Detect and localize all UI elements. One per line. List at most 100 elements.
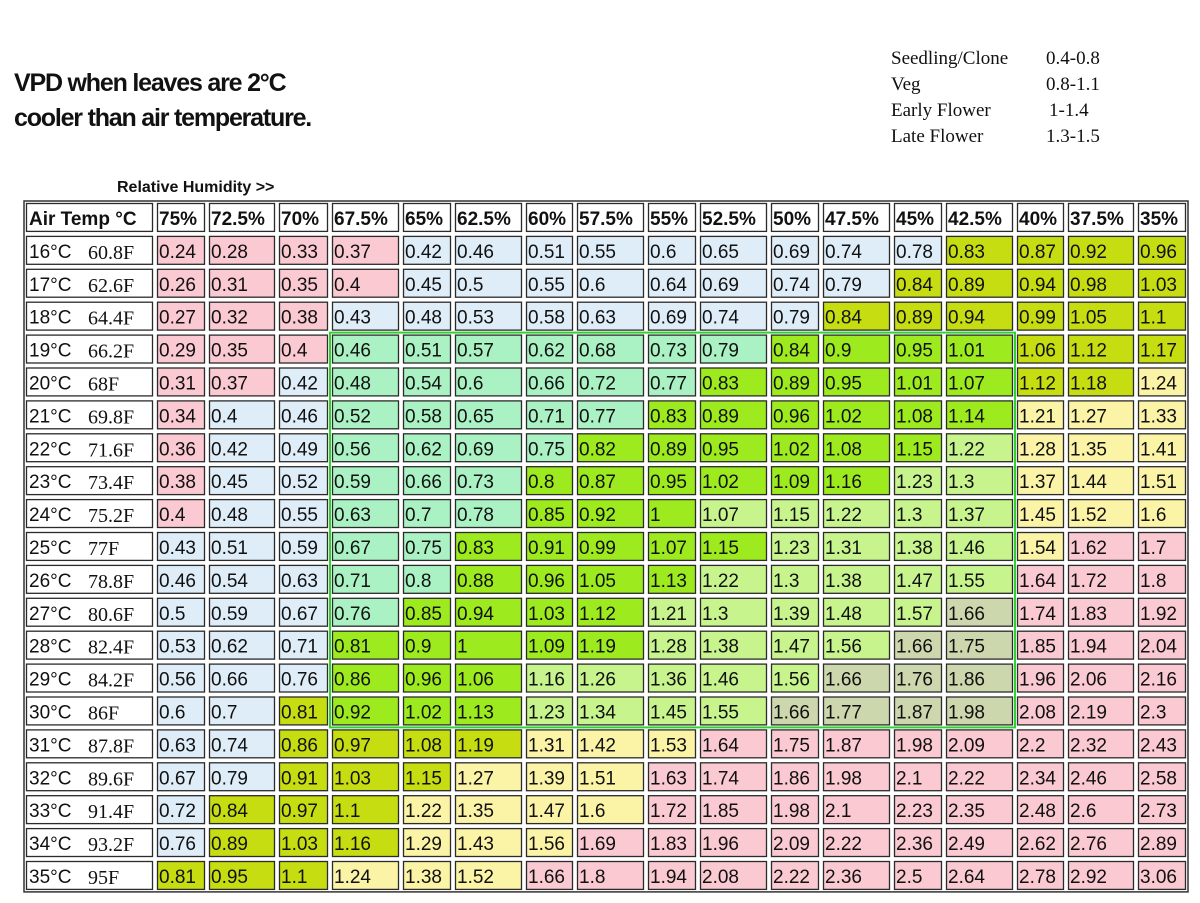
vpd-cell xyxy=(1067,334,1135,364)
vpd-cell xyxy=(278,531,329,562)
vpd-value: 1.66 xyxy=(896,637,933,658)
vpd-cell xyxy=(402,531,452,562)
vpd-value: 0.48 xyxy=(211,505,248,526)
vpd-cell xyxy=(278,663,329,693)
vpd-cell xyxy=(278,630,329,660)
vpd-value: 1.01 xyxy=(948,341,985,362)
vpd-cell xyxy=(525,564,574,594)
vpd-cell xyxy=(576,729,645,759)
vpd-cell xyxy=(822,762,891,792)
vpd-value: 0.51 xyxy=(211,538,248,559)
vpd-value: 0.31 xyxy=(211,275,248,296)
vpd-cell xyxy=(278,367,329,397)
vpd-value: 1.48 xyxy=(825,604,862,625)
vpd-value: 0.76 xyxy=(334,604,371,625)
vpd-value: 0.65 xyxy=(457,406,494,427)
vpd-cell xyxy=(647,827,697,858)
vpd-cell xyxy=(454,663,523,693)
humidity-column-header: 47.5% xyxy=(825,209,879,230)
vpd-cell xyxy=(1067,630,1135,660)
vpd-cell xyxy=(647,466,697,496)
vpd-value: 0.88 xyxy=(457,571,494,592)
vpd-cell xyxy=(1016,597,1065,627)
vpd-cell xyxy=(699,498,768,529)
vpd-value: 0.59 xyxy=(211,604,248,625)
vpd-value: 0.6 xyxy=(457,374,483,395)
vpd-cell xyxy=(402,433,452,463)
vpd-cell xyxy=(278,433,329,463)
temp-fahrenheit-label: 71.6F xyxy=(88,439,134,461)
vpd-cell xyxy=(822,367,891,397)
vpd-cell xyxy=(156,367,206,397)
vpd-value: 0.85 xyxy=(528,505,565,526)
vpd-cell xyxy=(576,334,645,364)
vpd-value: 1.63 xyxy=(650,768,687,789)
vpd-value: 2.3 xyxy=(1140,703,1166,724)
vpd-value: 1.12 xyxy=(579,604,616,625)
vpd-value: 0.55 xyxy=(281,505,318,526)
humidity-column-header: 60% xyxy=(528,209,566,230)
vpd-value: 0.95 xyxy=(650,472,687,493)
vpd-cell xyxy=(156,400,206,430)
vpd-value: 0.78 xyxy=(457,505,494,526)
vpd-value: 1.6 xyxy=(1140,505,1166,526)
vpd-value: 1 xyxy=(650,505,661,526)
vpd-cell xyxy=(208,301,276,331)
temp-cell xyxy=(25,433,154,463)
vpd-value: 1.05 xyxy=(1070,308,1107,329)
vpd-cell xyxy=(893,235,943,265)
vpd-value: 1.1 xyxy=(334,801,360,822)
legend-stage-range: 1.3-1.5 xyxy=(1046,126,1100,147)
vpd-value: 0.48 xyxy=(405,308,442,329)
vpd-cell xyxy=(699,433,768,463)
vpd-value: 0.71 xyxy=(281,637,318,658)
vpd-value: 0.83 xyxy=(457,538,494,559)
vpd-cell xyxy=(576,827,645,858)
vpd-value: 0.5 xyxy=(457,275,483,296)
vpd-cell xyxy=(278,400,329,430)
table-frame xyxy=(23,200,1189,893)
header-cell-humidity xyxy=(156,202,206,233)
header-cell-humidity xyxy=(208,202,276,233)
vpd-value: 0.63 xyxy=(281,571,318,592)
vpd-cell xyxy=(770,564,820,594)
temp-celsius-label: 23°C xyxy=(29,472,71,493)
vpd-cell xyxy=(1137,466,1187,496)
vpd-cell xyxy=(1137,696,1187,726)
temp-cell xyxy=(25,564,154,594)
vpd-value: 1.16 xyxy=(825,472,862,493)
humidity-column-header: 35% xyxy=(1140,209,1178,230)
humidity-column-header: 37.5% xyxy=(1070,209,1124,230)
vpd-cell xyxy=(770,334,820,364)
vpd-cell xyxy=(770,268,820,298)
temp-celsius-label: 29°C xyxy=(29,670,71,691)
vpd-cell xyxy=(278,860,329,891)
vpd-value: 0.92 xyxy=(1070,242,1107,263)
vpd-value: 1.42 xyxy=(579,735,616,756)
vpd-value: 1.55 xyxy=(948,571,985,592)
vpd-value: 2.73 xyxy=(1140,801,1177,822)
vpd-value: 2.19 xyxy=(1070,703,1107,724)
vpd-value: 0.94 xyxy=(1019,275,1056,296)
vpd-value: 0.56 xyxy=(334,439,371,460)
vpd-value: 0.33 xyxy=(281,242,318,263)
vpd-cell xyxy=(454,334,523,364)
vpd-cell xyxy=(331,531,400,562)
vpd-value: 0.68 xyxy=(579,341,616,362)
vpd-value: 2.46 xyxy=(1070,768,1107,789)
vpd-value: 1.38 xyxy=(825,571,862,592)
vpd-cell xyxy=(402,498,452,529)
temp-cell xyxy=(25,696,154,726)
vpd-cell xyxy=(576,762,645,792)
humidity-column-header: 72.5% xyxy=(211,209,265,230)
vpd-value: 1.6 xyxy=(579,801,605,822)
vpd-value: 1.87 xyxy=(896,703,933,724)
vpd-value: 1.13 xyxy=(457,703,494,724)
vpd-cell xyxy=(454,400,523,430)
vpd-cell xyxy=(402,795,452,825)
vpd-value: 1.57 xyxy=(896,604,933,625)
vpd-cell xyxy=(402,860,452,891)
vpd-value: 1.54 xyxy=(1019,538,1056,559)
vpd-value: 1.77 xyxy=(825,703,862,724)
header-cell-humidity xyxy=(331,202,400,233)
